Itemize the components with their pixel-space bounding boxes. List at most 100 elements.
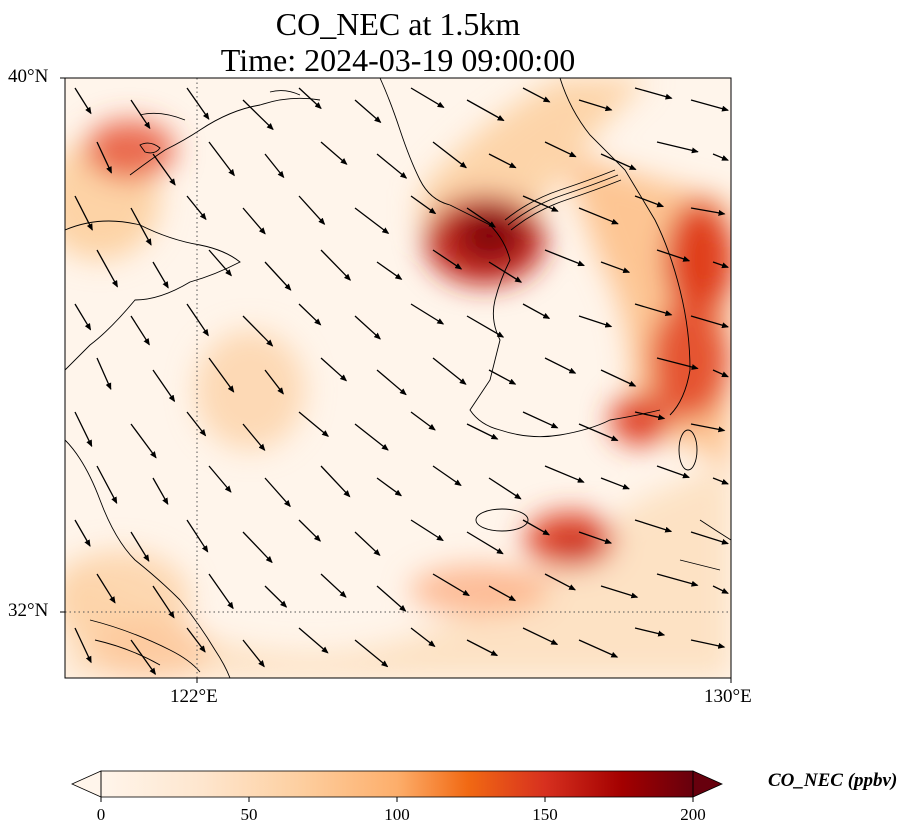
wind-arrow bbox=[354, 423, 389, 451]
wind-arrow bbox=[130, 99, 151, 130]
wind-arrow bbox=[432, 249, 463, 270]
wind-arrow bbox=[186, 519, 209, 553]
wind-arrow bbox=[466, 99, 505, 122]
wind-arrow bbox=[690, 531, 729, 545]
wind-arrow bbox=[544, 357, 577, 374]
wind-arrow bbox=[264, 261, 292, 291]
wind-arrow bbox=[690, 99, 729, 112]
wind-arrow bbox=[488, 153, 517, 169]
wind-arrow bbox=[466, 423, 499, 440]
colorbar-tick-label: 150 bbox=[532, 805, 558, 824]
wind-arrow bbox=[74, 195, 93, 231]
wind-arrow bbox=[712, 369, 729, 378]
wind-arrow bbox=[242, 639, 265, 668]
wind-arrow bbox=[354, 207, 390, 235]
wind-arrow bbox=[74, 303, 92, 331]
map-title-line1: CO_NEC at 1.5km bbox=[275, 6, 521, 42]
wind-arrow bbox=[522, 303, 551, 319]
wind-arrow bbox=[320, 465, 351, 498]
wind-arrow bbox=[690, 207, 726, 216]
wind-arrow bbox=[186, 303, 209, 337]
wind-arrow bbox=[96, 357, 112, 391]
wind-arrow bbox=[298, 303, 322, 326]
wind-arrow bbox=[712, 261, 729, 269]
wind-arrow bbox=[634, 87, 673, 100]
lat-tick-label: 32°N bbox=[8, 600, 49, 621]
wind-arrow bbox=[264, 477, 291, 508]
wind-arrow bbox=[96, 465, 118, 504]
wind-arrow bbox=[152, 477, 169, 505]
wind-arrow bbox=[656, 249, 691, 262]
wind-arrow bbox=[208, 465, 232, 493]
wind-vectors bbox=[74, 87, 729, 676]
wind-arrow bbox=[634, 519, 673, 533]
wind-arrow bbox=[298, 519, 322, 542]
wind-arrow bbox=[354, 531, 381, 556]
wind-arrow bbox=[634, 195, 665, 208]
wind-arrow bbox=[544, 249, 585, 267]
wind-arrow bbox=[544, 573, 576, 591]
wind-arrow bbox=[432, 573, 470, 597]
wind-arrow bbox=[410, 627, 436, 648]
wind-arrow bbox=[690, 423, 726, 433]
wind-arrow bbox=[354, 315, 381, 340]
wind-arrow bbox=[432, 141, 467, 169]
wind-arrow bbox=[264, 585, 288, 608]
wind-arrow bbox=[432, 357, 467, 385]
wind-arrow bbox=[466, 531, 504, 555]
wind-arrow bbox=[522, 627, 559, 645]
wind-arrow bbox=[488, 369, 517, 385]
wind-arrow bbox=[410, 519, 444, 542]
wind-arrow bbox=[130, 207, 152, 246]
wind-arrow bbox=[208, 141, 235, 177]
wind-arrow bbox=[74, 411, 93, 448]
wind-arrow bbox=[634, 303, 673, 316]
wind-arrow bbox=[376, 261, 403, 280]
wind-arrow bbox=[152, 369, 176, 403]
wind-arrow bbox=[522, 519, 550, 536]
wind-arrow bbox=[320, 249, 351, 281]
concentration-field bbox=[65, 78, 731, 678]
wind-arrow bbox=[354, 99, 382, 124]
wind-arrow bbox=[186, 87, 210, 120]
wind-arrow bbox=[376, 585, 407, 612]
wind-arrow bbox=[600, 477, 630, 490]
wind-arrow bbox=[186, 195, 207, 221]
wind-arrow bbox=[690, 639, 726, 649]
wind-arrow bbox=[656, 141, 699, 154]
wind-arrow bbox=[522, 87, 551, 103]
wind-arrow bbox=[488, 585, 517, 602]
wind-arrow bbox=[544, 465, 585, 483]
wind-arrow bbox=[320, 573, 347, 598]
wind-arrow bbox=[656, 573, 699, 587]
wind-arrow bbox=[208, 357, 235, 393]
wind-arrow bbox=[488, 477, 522, 500]
wind-arrow bbox=[634, 411, 666, 421]
wind-arrow bbox=[130, 315, 150, 346]
wind-arrow bbox=[130, 639, 156, 676]
wind-arrow bbox=[242, 531, 273, 564]
wind-arrow bbox=[712, 585, 729, 594]
wind-arrow bbox=[96, 573, 116, 604]
colorbar-tick-label: 0 bbox=[96, 805, 106, 824]
lon-tick-label: 122°E bbox=[170, 686, 218, 707]
wind-arrow bbox=[634, 627, 666, 637]
wind-arrow bbox=[298, 411, 329, 437]
map-title-line2: Time: 2024-03-19 09:00:00 bbox=[220, 42, 576, 78]
wind-arrow bbox=[466, 207, 496, 228]
colorbar bbox=[71, 770, 723, 802]
wind-arrow bbox=[656, 465, 690, 479]
wind-arrow bbox=[208, 573, 234, 610]
gridlines bbox=[65, 78, 731, 678]
wind-arrow bbox=[466, 639, 499, 657]
wind-arrow bbox=[96, 249, 118, 288]
wind-arrow bbox=[376, 477, 403, 497]
wind-arrow bbox=[208, 249, 232, 277]
wind-arrow bbox=[410, 87, 445, 108]
wind-arrow bbox=[186, 411, 207, 437]
wind-arrow bbox=[186, 627, 206, 653]
wind-arrow bbox=[242, 315, 274, 347]
lon-tick-label: 130°E bbox=[704, 686, 752, 707]
wind-arrow bbox=[298, 627, 329, 654]
